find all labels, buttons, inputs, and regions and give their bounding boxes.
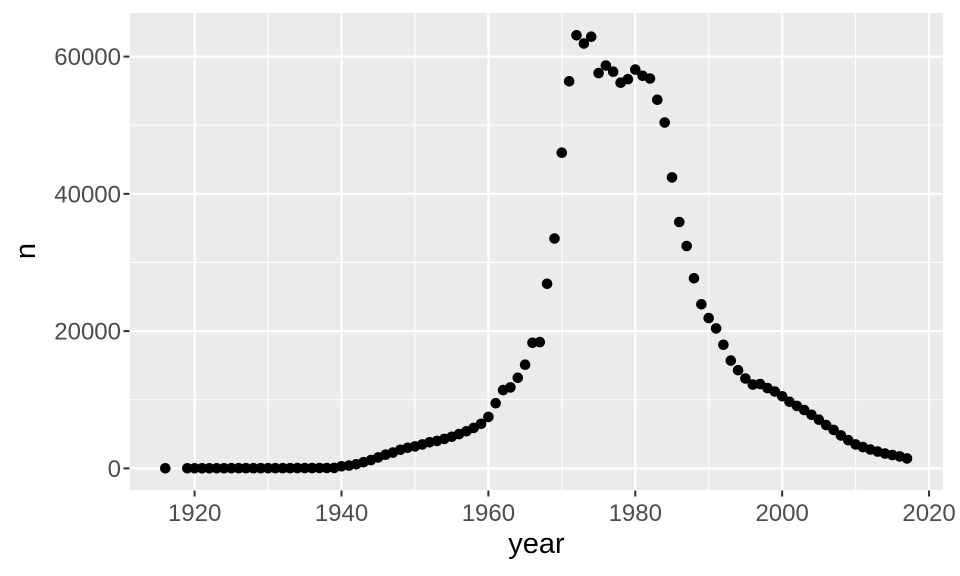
data-point [703,312,714,324]
data-point [718,339,729,351]
tick-labels: 1920 1940 1960 1980 2000 2020 0 20000 40000 60000 [54,44,955,527]
data-point [725,355,737,366]
data-point [211,463,222,474]
x-tick-label: 2000 [755,500,808,527]
data-point [512,372,524,384]
data-point [248,462,259,474]
data-point [644,73,656,84]
data-point [519,359,531,371]
x-tick-label: 2020 [902,500,955,527]
data-point [475,418,487,430]
y-tick-label: 0 [108,456,121,483]
data-point [255,462,266,474]
data-point [196,463,208,474]
x-tick-label: 1940 [315,500,368,527]
data-point [556,147,568,158]
data-point [652,94,663,106]
data-point [534,336,546,348]
data-point [630,64,641,75]
major-gridlines [130,13,943,490]
data-point [306,462,318,474]
data-point [740,373,751,384]
y-tick-label: 20000 [54,319,121,346]
data-point [666,172,678,183]
data-point [593,67,604,79]
data-point [571,30,582,41]
data-point [233,462,244,474]
minor-gridlines [130,13,943,490]
data-point [813,414,825,426]
data-point [549,233,560,244]
data-point [681,240,692,252]
data-point [674,216,685,228]
y-tick-label: 60000 [54,44,121,71]
data-point [696,299,707,310]
data-point [292,462,303,474]
points-layer [160,30,913,474]
data-point [218,463,230,474]
data-point [732,364,744,376]
data-point [204,463,215,474]
y-tick-label: 40000 [54,181,121,208]
data-point [160,463,171,474]
data-point [189,463,200,474]
data-point [563,76,575,87]
data-point [277,462,289,474]
data-point [321,462,333,474]
data-point [299,462,311,474]
data-point [585,31,597,42]
y-axis-title: n [10,242,42,260]
data-point [284,462,296,474]
data-point [505,382,516,393]
data-point [688,273,700,284]
data-point [314,462,325,474]
data-point [226,462,237,474]
x-tick-label: 1920 [168,500,221,527]
x-axis-title: year [508,528,565,560]
data-point [541,278,553,290]
data-point [240,462,252,474]
data-point [828,424,839,436]
axis-ticks [123,55,931,497]
data-point [490,397,502,409]
data-point [182,463,193,474]
data-point [901,453,913,464]
data-point [262,462,274,474]
data-point [578,38,590,49]
x-tick-label: 1980 [609,500,662,527]
data-point [659,117,670,128]
data-point [710,323,722,334]
data-point [776,391,788,402]
data-point [607,66,619,77]
data-point [600,60,612,71]
data-point [270,462,281,474]
data-point [483,411,494,423]
x-tick-label: 1960 [462,500,515,527]
data-point [622,73,634,85]
